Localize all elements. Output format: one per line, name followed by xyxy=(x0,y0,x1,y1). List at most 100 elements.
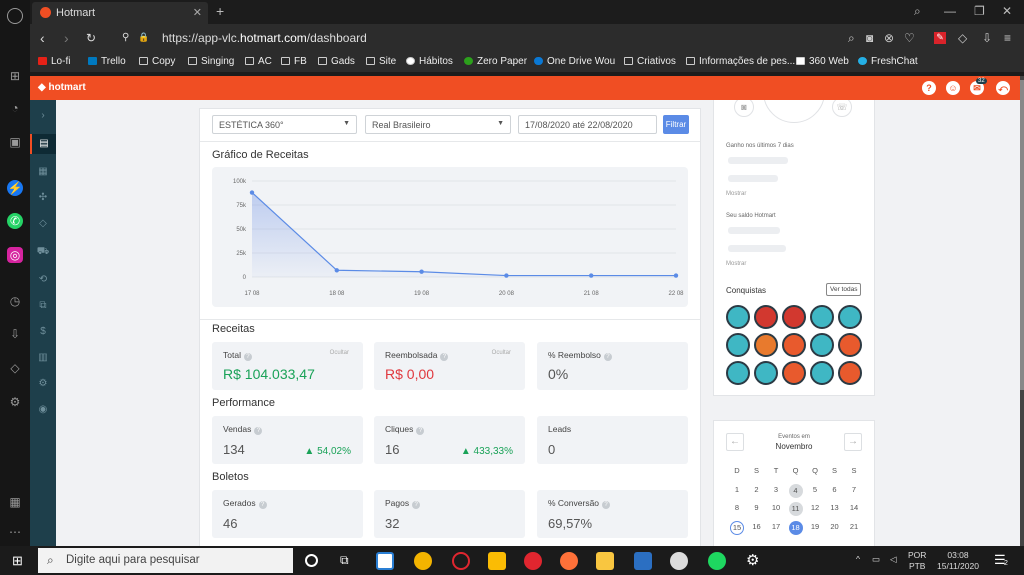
close-tab-icon[interactable]: ✕ xyxy=(192,7,202,19)
whatsapp-icon[interactable]: ✆ xyxy=(7,213,23,229)
firefox-icon[interactable] xyxy=(560,552,578,570)
forward-icon[interactable]: › xyxy=(64,30,69,46)
cube-icon[interactable]: ◇ xyxy=(10,361,20,375)
camera-icon[interactable]: ◙ xyxy=(734,100,754,117)
bookmark-onedrive[interactable]: One Drive Wou xyxy=(534,56,615,67)
bookmark-singing[interactable]: Singing xyxy=(188,56,234,67)
windows-start-icon[interactable]: ⊞ xyxy=(12,553,23,568)
url-field[interactable]: https://app-vlc.hotmart.com/dashboard xyxy=(162,31,367,45)
achievement-badge[interactable] xyxy=(754,361,778,385)
achievement-badge[interactable] xyxy=(810,333,834,357)
file-explorer-icon[interactable] xyxy=(596,552,614,570)
hide-link[interactable]: Ocultar xyxy=(329,350,349,356)
bookmark-zero-paper[interactable]: Zero Paper xyxy=(464,56,527,67)
help-icon[interactable]: ? xyxy=(440,353,449,361)
search-icon[interactable]: ⌕ xyxy=(848,31,855,45)
back-icon[interactable]: ‹ xyxy=(40,30,45,46)
hotmart-logo[interactable]: ◆ hotmart xyxy=(38,82,86,93)
calendar-day[interactable]: 8 xyxy=(734,503,740,512)
help-icon[interactable]: ? xyxy=(603,353,612,361)
grid-icon[interactable]: ▦ xyxy=(38,166,48,177)
notifications-icon[interactable]: ✉ xyxy=(970,81,984,95)
calendar-day[interactable]: 21 xyxy=(849,521,859,531)
opera-gx-icon[interactable] xyxy=(452,552,470,570)
sync-icon[interactable]: ⟲ xyxy=(38,274,48,285)
task-view-icon[interactable]: ⧉ xyxy=(340,553,349,567)
bookmark-fb[interactable]: FB xyxy=(281,56,307,67)
bookmark-360-web[interactable]: 360 Web xyxy=(796,56,849,67)
clock[interactable]: 03:08 15/11/2020 xyxy=(937,550,979,571)
achievement-badge[interactable] xyxy=(838,361,862,385)
calendar-day[interactable]: 18 xyxy=(788,520,803,535)
show-link[interactable]: Mostrar xyxy=(726,191,747,197)
cortana-icon[interactable] xyxy=(305,554,318,567)
calendar-day[interactable]: 16 xyxy=(752,521,761,531)
app-icon[interactable] xyxy=(634,552,652,570)
help-icon[interactable]: ? xyxy=(412,501,421,509)
spotify-icon[interactable] xyxy=(708,552,726,570)
calendar-day[interactable]: 4 xyxy=(788,483,803,498)
help-icon[interactable]: ? xyxy=(416,427,425,435)
currency-select[interactable]: Real Brasileiro ▼ xyxy=(365,115,511,134)
bookmark-informacoes[interactable]: Informações de pes... xyxy=(686,56,795,67)
reports-icon[interactable]: ▥ xyxy=(38,352,48,363)
bookmark-site[interactable]: Site xyxy=(366,56,396,67)
calendar-day[interactable]: 11 xyxy=(788,502,803,516)
vegas-app-icon[interactable] xyxy=(376,552,394,570)
extension-icon[interactable]: ▦ xyxy=(9,495,21,509)
calendar-day[interactable]: 10 xyxy=(771,503,781,512)
achievement-badge[interactable] xyxy=(782,333,806,357)
calendar-day[interactable]: 17 xyxy=(771,521,781,531)
calendar-day[interactable]: 6 xyxy=(832,484,837,494)
heart-icon[interactable]: ♡ xyxy=(904,31,915,45)
date-range-input[interactable]: 17/08/2020 até 22/08/2020 xyxy=(518,115,657,134)
opera-logo-icon[interactable] xyxy=(7,8,23,24)
help-icon[interactable]: ? xyxy=(254,427,263,435)
menu-icon[interactable]: ≡ xyxy=(1004,31,1012,45)
site-info-icon[interactable]: ⚲ xyxy=(122,32,130,43)
action-center-icon[interactable]: ☰ xyxy=(994,552,1006,567)
next-month-icon[interactable]: → xyxy=(844,433,862,451)
opera-icon[interactable] xyxy=(524,552,542,570)
calendar-day[interactable]: 19 xyxy=(810,521,820,531)
calendar-day[interactable]: 2 xyxy=(754,484,759,494)
apps-icon[interactable]: ☺ xyxy=(946,81,960,95)
show-link[interactable]: Mostrar xyxy=(726,261,747,267)
instagram-icon[interactable]: ◎ xyxy=(7,247,23,263)
calendar-day[interactable]: 3 xyxy=(773,484,779,494)
bookmark-habitos[interactable]: Hábitos xyxy=(406,56,453,67)
bookmark-trello[interactable]: Trello xyxy=(88,56,126,67)
bookmark-freshchat[interactable]: FreshChat xyxy=(858,56,918,67)
language-indicator[interactable]: POR PTB xyxy=(908,550,927,571)
chat-icon[interactable]: ☏ xyxy=(832,100,852,117)
more-icon[interactable]: ⋯ xyxy=(9,525,21,539)
network-icon[interactable]: ✣ xyxy=(38,192,48,203)
hide-link[interactable]: Ocultar xyxy=(491,350,511,356)
calendar-day[interactable]: 14 xyxy=(849,503,859,512)
close-window-icon[interactable]: ✕ xyxy=(1002,4,1013,18)
box-icon[interactable]: ◇ xyxy=(958,31,968,45)
shopping-bag-icon[interactable]: ▣ xyxy=(9,135,21,149)
new-tab-icon[interactable]: + xyxy=(216,3,225,19)
achievement-badge[interactable] xyxy=(838,305,862,329)
tray-chevron-icon[interactable]: ^ xyxy=(856,554,860,564)
download-icon[interactable]: ⇩ xyxy=(982,31,993,45)
prev-month-icon[interactable]: ← xyxy=(726,433,744,451)
help-icon[interactable]: ? xyxy=(243,353,252,361)
messenger-icon[interactable]: ⚡ xyxy=(7,180,23,196)
ver-todas-button[interactable]: Ver todas xyxy=(826,283,862,296)
filter-button[interactable]: Filtrar xyxy=(663,115,689,134)
history-icon[interactable]: ◷ xyxy=(9,294,21,308)
google-ads-icon[interactable] xyxy=(488,552,506,570)
product-select[interactable]: ESTÉTICA 360° ▼ xyxy=(212,115,357,134)
achievement-badge[interactable] xyxy=(726,333,750,357)
bookmark-criativos[interactable]: Criativos xyxy=(624,56,676,67)
achievement-badge[interactable] xyxy=(726,361,750,385)
achievement-badge[interactable] xyxy=(838,333,862,357)
speed-icon[interactable]: ◔ xyxy=(11,101,19,115)
bookmark-gads[interactable]: Gads xyxy=(318,56,355,67)
settings-icon[interactable]: ⚙ xyxy=(9,395,21,409)
tools-icon[interactable]: ⚙ xyxy=(38,378,48,389)
bookmark-ac[interactable]: AC xyxy=(245,56,272,67)
adblock-icon[interactable]: ⊗ xyxy=(884,31,895,45)
